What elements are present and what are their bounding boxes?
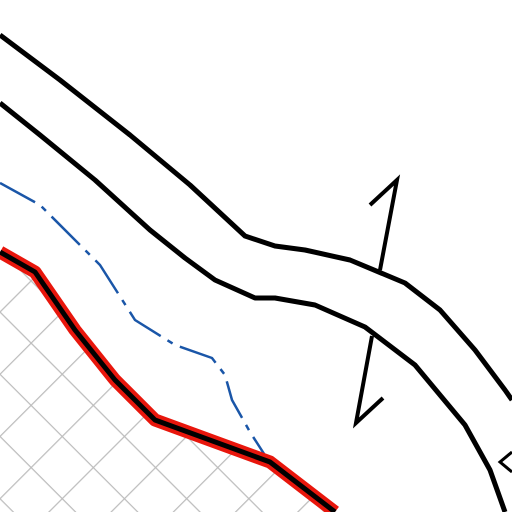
bridge-mark [368, 174, 401, 271]
boundary-line [0, 249, 337, 512]
map-symbol [497, 450, 512, 474]
road-edge [0, 33, 512, 402]
road-edge [0, 101, 508, 512]
stream [0, 181, 270, 461]
bridge-mark [352, 335, 385, 429]
